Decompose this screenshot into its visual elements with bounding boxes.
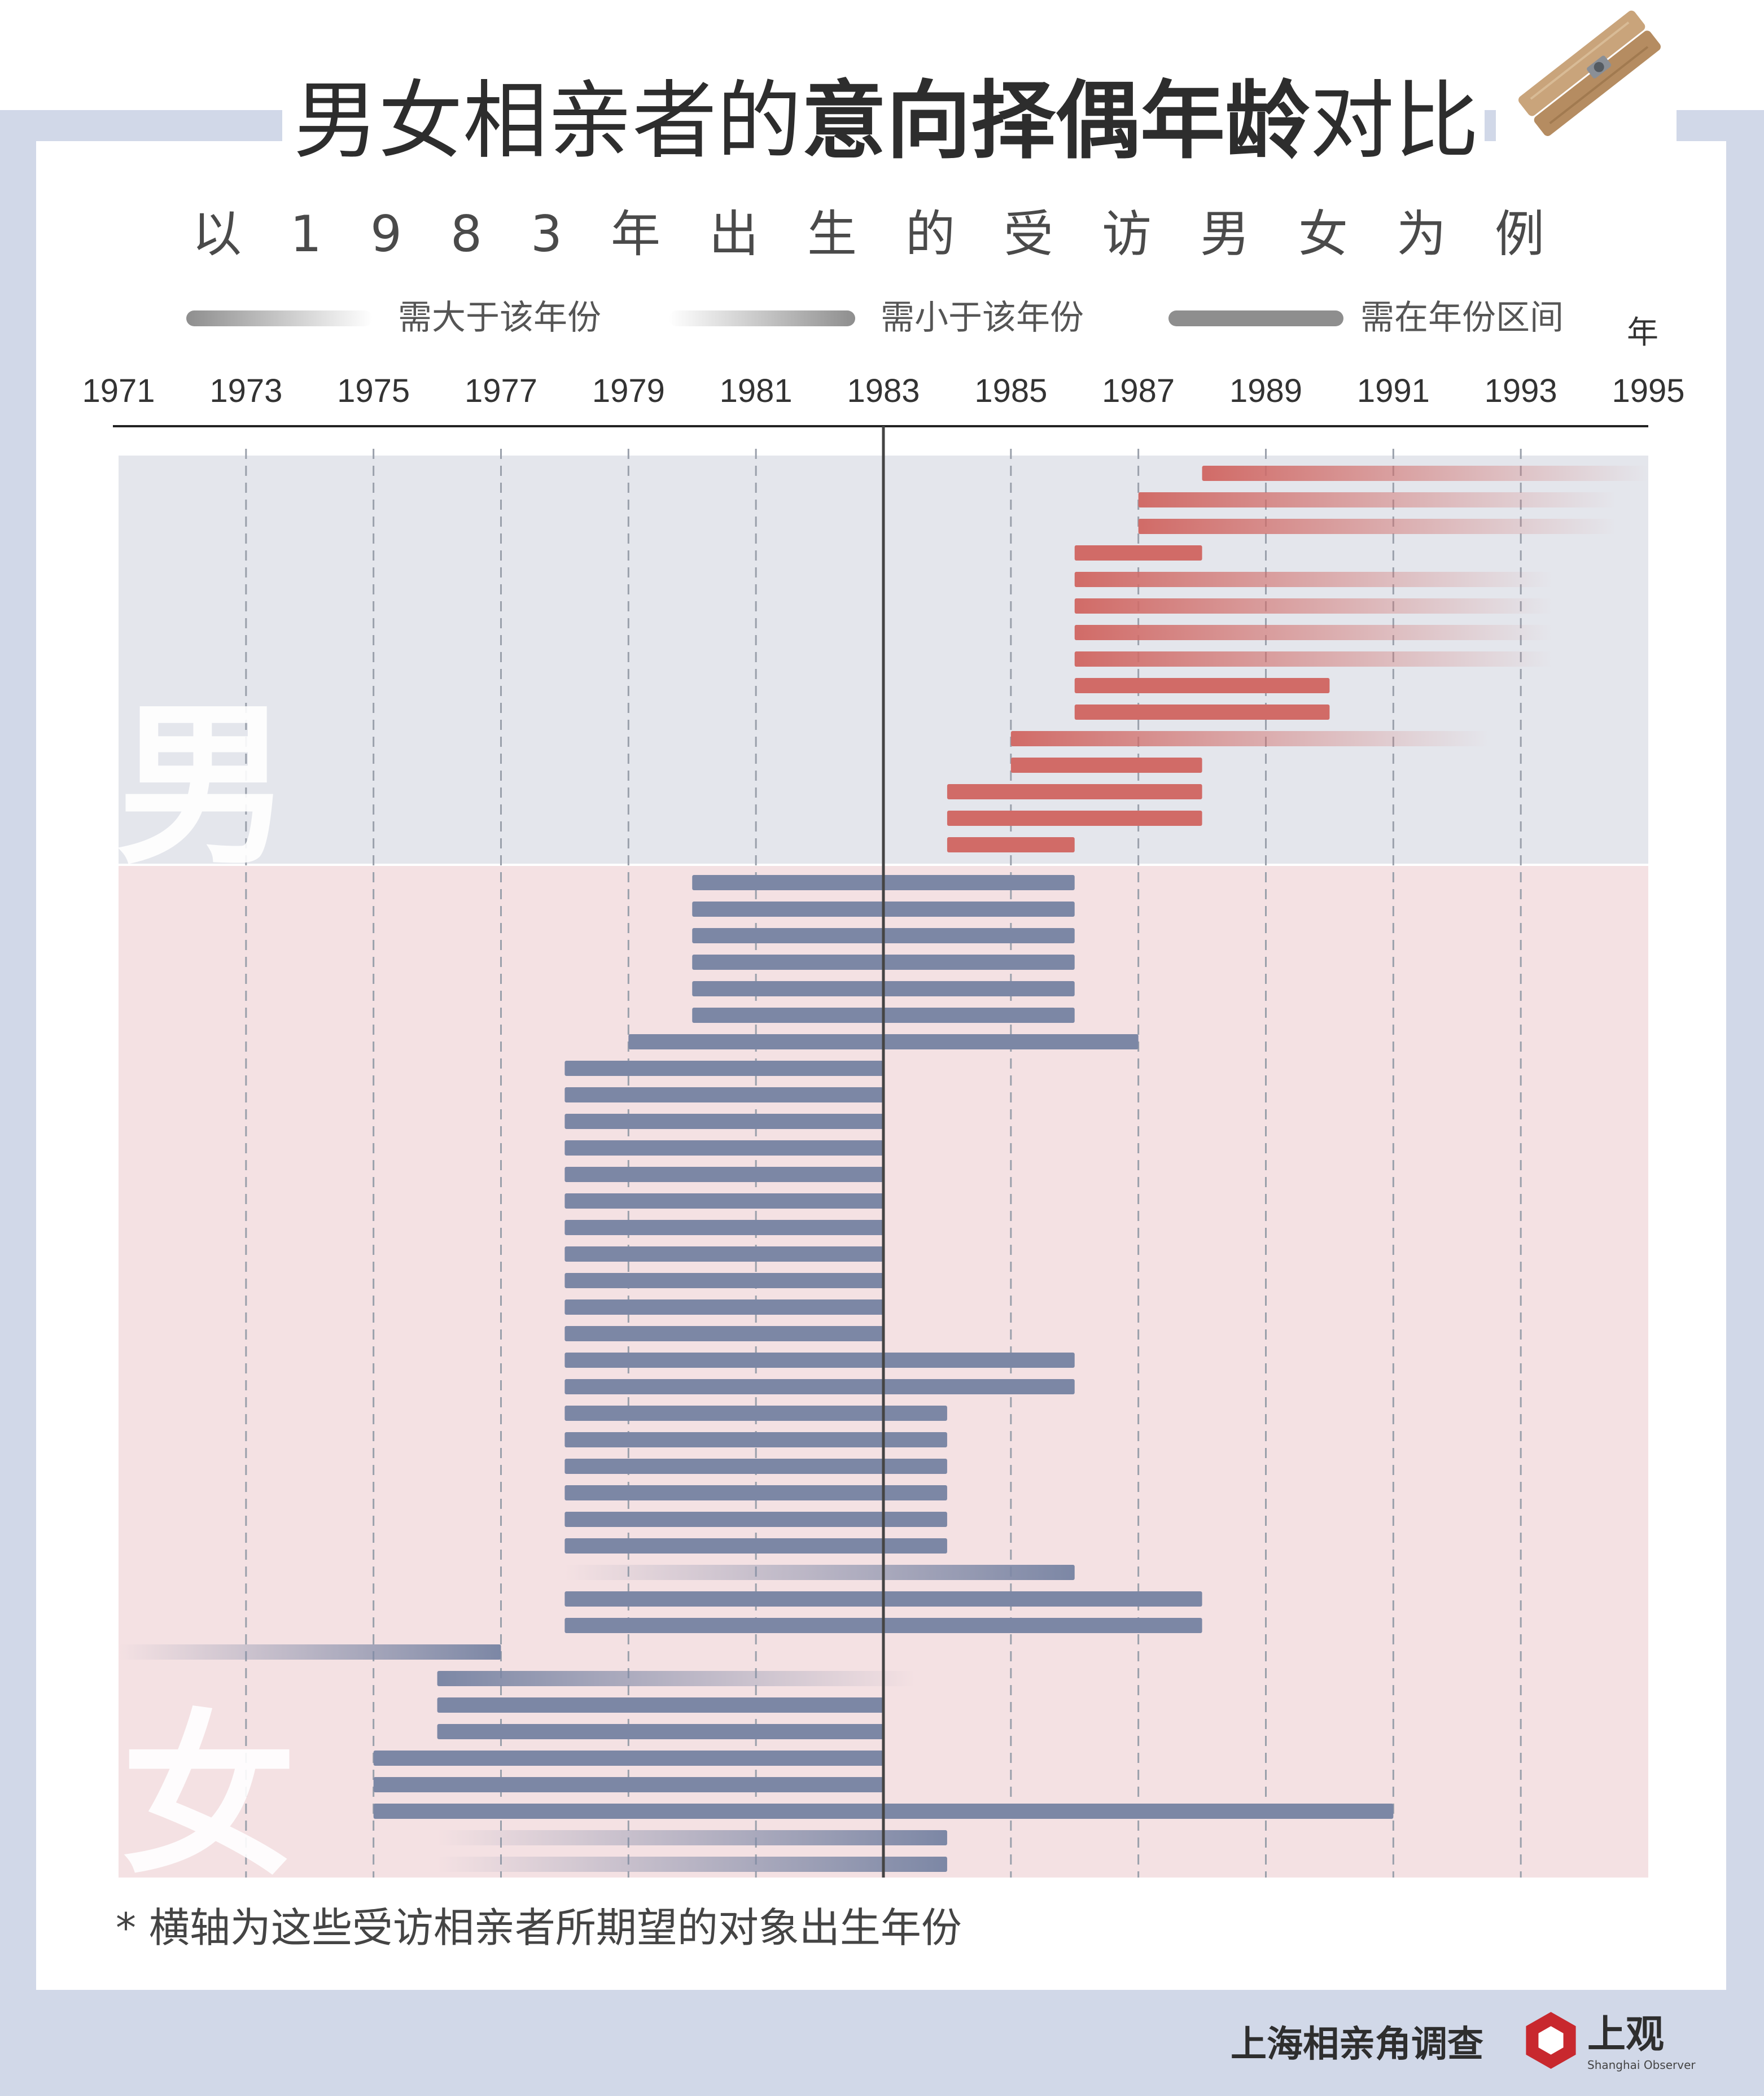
data-bar [1074, 572, 1553, 587]
data-bar [119, 1644, 501, 1660]
group-label-female: 女 [121, 1695, 296, 1899]
data-bar [437, 1724, 883, 1739]
legend-swatches [186, 310, 1343, 326]
data-bar [564, 1167, 883, 1182]
data-bar [564, 1432, 947, 1447]
legend-below-swatch [669, 310, 855, 326]
data-bar [564, 1538, 947, 1554]
x-unit-label: 年 [1627, 314, 1658, 351]
data-bar [564, 1246, 883, 1262]
data-bar [1074, 598, 1553, 614]
legend-range-swatch [1168, 310, 1343, 326]
x-tick-label: 1989 [1229, 373, 1302, 409]
data-bar [1138, 519, 1617, 534]
data-bar [564, 1299, 883, 1315]
data-bar [564, 1459, 947, 1474]
x-tick-label: 1995 [1612, 373, 1684, 409]
page-subtitle: 以1983年出生的受访男女为例 [192, 205, 1593, 263]
x-tick-label: 1983 [847, 373, 920, 409]
data-bar [564, 1565, 1075, 1580]
data-bar [564, 1326, 883, 1341]
data-bar [947, 837, 1075, 852]
data-bar [1010, 758, 1202, 773]
x-tick-label: 1981 [720, 373, 793, 409]
data-bar [1202, 466, 1648, 481]
data-bar [564, 1087, 883, 1102]
data-bar [373, 1751, 883, 1766]
data-bar [1074, 678, 1330, 693]
data-bar [1074, 651, 1553, 667]
data-bar [437, 1830, 947, 1845]
title-part1: 男女相亲者的 [294, 72, 802, 170]
data-bar [947, 811, 1202, 826]
data-bar [564, 1512, 947, 1527]
brand-name: 上观 [1587, 2012, 1665, 2057]
data-bar [564, 1114, 883, 1129]
legend-below-label: 需小于该年份 [881, 298, 1084, 338]
data-bar [564, 1193, 883, 1209]
data-bar [1074, 545, 1202, 561]
data-bar [1074, 704, 1330, 720]
data-bar [564, 1140, 883, 1156]
legend-range-label: 需在年份区间 [1360, 298, 1564, 338]
x-tick-label: 1993 [1485, 373, 1557, 409]
chart: 1971 1973 1975 1977 1979 1981 1983 1985 1987 1989… [82, 314, 1685, 1899]
brand-name-en: Shanghai Observer [1587, 2058, 1696, 2072]
x-tick-label: 1987 [1102, 373, 1175, 409]
x-tick-label: 1971 [82, 373, 155, 409]
data-bar [947, 784, 1202, 799]
footnote: * 横轴为这些受访相亲者所期望的对象出生年份 [116, 1904, 962, 1951]
data-bar [564, 1406, 947, 1421]
legend-above-swatch [186, 310, 373, 326]
data-bar [564, 1273, 883, 1288]
source-label: 上海相亲角调查 [1231, 2024, 1483, 2066]
x-tick-label: 1979 [592, 373, 665, 409]
x-tick-label: 1991 [1357, 373, 1430, 409]
data-bar [564, 1379, 1075, 1394]
data-bar [564, 1485, 947, 1500]
shanghai-observer-logo-icon [1526, 2012, 1576, 2069]
page-title: 男女相亲者的意向择偶年龄对比 [294, 68, 1479, 175]
data-bar [564, 1220, 883, 1235]
data-bar [1010, 731, 1489, 746]
title-emphasis: 意向择偶年龄 [802, 68, 1310, 175]
data-bar [1138, 492, 1617, 507]
group-label-male: 男 [116, 685, 291, 889]
data-bar [564, 1061, 883, 1076]
data-bar [1074, 625, 1553, 640]
title-part2: 对比 [1310, 72, 1480, 170]
legend-above-label: 需大于该年份 [398, 298, 601, 338]
x-tick-label: 1973 [209, 373, 282, 409]
x-tick-label: 1985 [974, 373, 1047, 409]
data-bar [373, 1777, 883, 1792]
clothespin-icon [1518, 10, 1661, 136]
data-bar [437, 1857, 947, 1872]
data-bar [437, 1671, 916, 1686]
data-bar [437, 1697, 883, 1713]
data-bar [564, 1353, 1075, 1368]
x-tick-label: 1975 [337, 373, 410, 409]
x-tick-label: 1977 [465, 373, 537, 409]
